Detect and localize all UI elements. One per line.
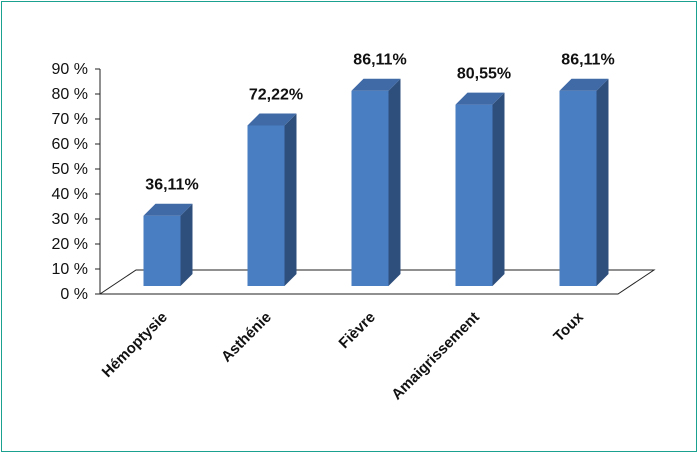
x-category-label: Toux: [550, 308, 587, 345]
bar-side-face: [180, 203, 193, 286]
x-category-label: Amaigrissement: [388, 309, 483, 404]
y-tick-label: 0 %: [60, 286, 88, 303]
bar-2: [247, 113, 297, 286]
x-axis-labels: Hémoptysie Asthénie Fièvre Amaigrissement To…: [99, 308, 588, 403]
y-tick-label: 30 %: [52, 211, 88, 228]
bar-1: [143, 203, 193, 286]
data-labels: 36,11% 72,22% 86,11% 80,55% 86,11%: [145, 52, 614, 194]
bar-top-face: [247, 113, 297, 126]
y-tick-label: 90 %: [52, 61, 88, 78]
data-label: 86,11%: [353, 52, 406, 69]
data-label: 80,55%: [457, 66, 511, 83]
bar-front-face: [143, 215, 181, 286]
bar-side-face: [596, 78, 609, 286]
bar-front-face: [247, 125, 285, 286]
bar-5: [559, 78, 609, 286]
y-tick-label: 10 %: [52, 261, 88, 278]
bar-front-face: [559, 90, 597, 286]
bar-3: [351, 78, 401, 286]
y-tick-label: 20 %: [52, 236, 88, 253]
bar-4: [455, 92, 505, 286]
y-tick-label: 60 %: [52, 136, 88, 153]
data-label: 72,22%: [249, 86, 303, 103]
x-category-label: Hémoptysie: [99, 309, 171, 381]
y-tick-label: 70 %: [52, 111, 88, 128]
y-tick-label: 40 %: [52, 186, 88, 203]
bar-front-face: [351, 90, 389, 286]
bar-top-face: [351, 78, 401, 91]
bar-side-face: [388, 78, 401, 286]
y-axis: 0 % 10 % 20 % 30 % 40 % 50 % 60 % 70 % 80 % 90 %: [52, 61, 101, 303]
x-category-label: Asthénie: [218, 309, 275, 366]
bar-top-face: [559, 78, 609, 91]
data-label: 86,11%: [561, 52, 614, 69]
y-tick-label: 80 %: [52, 86, 88, 103]
bar-top-face: [143, 203, 193, 216]
bar-top-face: [455, 92, 505, 105]
data-label: 36,11%: [145, 177, 198, 194]
y-tick-label: 50 %: [52, 161, 88, 178]
x-category-label: Fièvre: [336, 309, 379, 352]
bar-side-face: [284, 113, 297, 286]
bars: [143, 78, 609, 286]
bar-front-face: [455, 104, 493, 286]
bar-side-face: [492, 92, 505, 286]
